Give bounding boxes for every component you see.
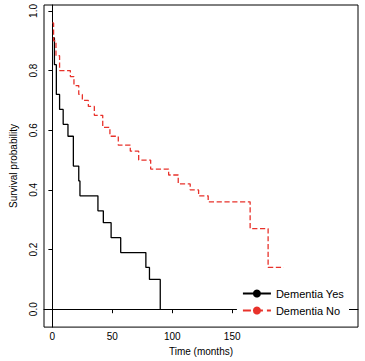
svg-text:150: 150 (224, 331, 241, 342)
svg-text:0.4: 0.4 (28, 183, 39, 197)
svg-text:Time (months): Time (months) (169, 346, 233, 357)
svg-text:0.6: 0.6 (28, 123, 39, 137)
svg-text:0.0: 0.0 (28, 302, 39, 316)
svg-text:50: 50 (107, 331, 119, 342)
svg-text:0.2: 0.2 (28, 242, 39, 256)
svg-text:100: 100 (164, 331, 181, 342)
svg-text:0.8: 0.8 (28, 63, 39, 77)
svg-text:0: 0 (50, 331, 56, 342)
svg-text:Dementia No: Dementia No (276, 305, 340, 317)
svg-text:Dementia Yes: Dementia Yes (276, 288, 344, 300)
svg-text:Survival probability: Survival probability (8, 124, 19, 208)
svg-text:1.0: 1.0 (28, 4, 39, 18)
